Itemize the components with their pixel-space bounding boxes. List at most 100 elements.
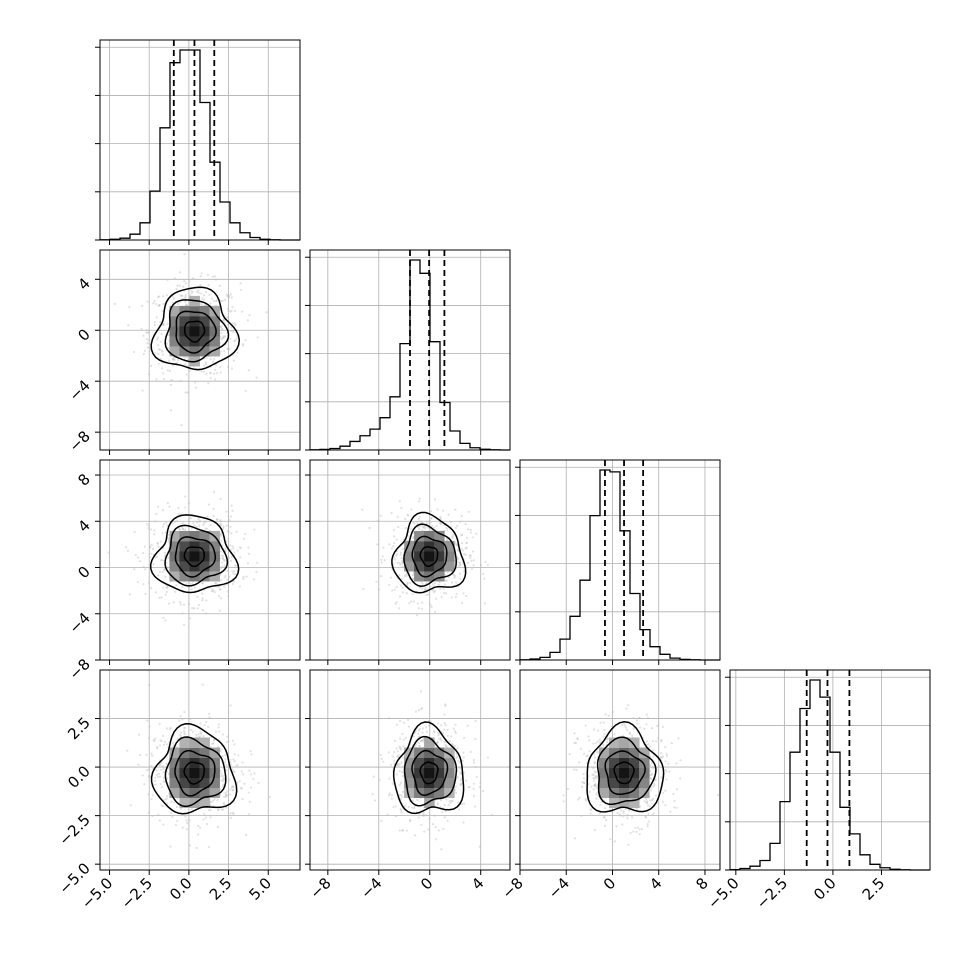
scatter-point <box>635 830 638 833</box>
joint-panel-2-0 <box>107 491 259 626</box>
scatter-point <box>380 558 383 561</box>
scatter-point <box>402 738 405 741</box>
scatter-point <box>227 595 230 598</box>
scatter-point <box>157 362 160 365</box>
scatter-point <box>175 519 179 523</box>
scatter-point <box>395 585 398 589</box>
scatter-point <box>216 518 219 521</box>
scatter-point <box>256 561 259 564</box>
scatter-point <box>217 726 220 729</box>
scatter-point <box>619 814 622 817</box>
scatter-point <box>166 586 169 589</box>
scatter-point <box>464 553 467 556</box>
joint-panel-1-0 <box>113 253 268 427</box>
scatter-point <box>660 751 663 755</box>
scatter-point <box>669 810 672 813</box>
scatter-point <box>675 806 678 810</box>
scatter-point <box>201 581 204 585</box>
scatter-point <box>566 787 570 791</box>
scatter-point <box>596 775 599 778</box>
scatter-point <box>219 520 222 523</box>
scatter-point <box>187 518 191 521</box>
scatter-point <box>223 349 226 353</box>
scatter-point <box>429 720 432 723</box>
scatter-point <box>183 528 187 531</box>
scatter-point <box>213 491 216 494</box>
scatter-point <box>189 517 193 520</box>
scatter-point <box>230 296 233 299</box>
scatter-point <box>238 585 242 588</box>
scatter-point <box>224 547 227 550</box>
scatter-point <box>176 745 179 749</box>
scatter-point <box>474 765 477 769</box>
scatter-point <box>158 304 161 307</box>
scatter-point <box>222 318 226 321</box>
density-cell <box>179 335 190 347</box>
scatter-point <box>231 811 234 814</box>
scatter-point <box>455 791 458 794</box>
density-cell <box>434 777 445 789</box>
scatter-point <box>239 546 243 549</box>
scatter-point <box>198 520 201 523</box>
scatter-point <box>209 816 212 819</box>
scatter-point <box>193 586 197 589</box>
density-cell <box>424 767 435 779</box>
scatter-point <box>147 527 150 530</box>
scatter-point <box>224 794 228 797</box>
scatter-point <box>400 557 403 560</box>
scatter-point <box>196 607 199 610</box>
scatter-point <box>221 557 225 560</box>
scatter-point <box>159 540 162 543</box>
scatter-point <box>462 821 465 824</box>
scatter-point <box>665 778 668 781</box>
scatter-point <box>204 612 208 615</box>
scatter-point <box>156 574 160 577</box>
scatter-point <box>194 381 197 384</box>
scatter-point <box>255 376 258 379</box>
scatter-point <box>238 546 241 549</box>
scatter-point <box>217 723 221 726</box>
scatter-point <box>155 512 158 515</box>
scatter-point <box>212 507 215 511</box>
scatter-point <box>182 603 186 606</box>
scatter-point <box>486 563 489 566</box>
scatter-point <box>427 593 430 596</box>
scatter-point <box>184 293 187 297</box>
scatter-point <box>455 542 458 546</box>
scatter-point <box>453 574 456 577</box>
scatter-point <box>404 517 407 520</box>
scatter-point <box>406 581 409 584</box>
scatter-point <box>234 564 237 567</box>
scatter-point <box>422 526 425 529</box>
scatter-point <box>393 558 396 561</box>
axis-ticks: −8 −4 0 4 8 <box>498 718 712 902</box>
scatter-point <box>221 565 224 568</box>
scatter-point <box>486 756 490 759</box>
scatter-point <box>432 588 435 591</box>
scatter-point <box>452 727 455 730</box>
scatter-point <box>166 322 169 326</box>
x-tick-label: −2.5 <box>753 874 791 912</box>
scatter-point <box>170 811 173 814</box>
joint-content <box>371 690 494 851</box>
scatter-point <box>161 372 165 375</box>
density-cell <box>444 747 455 759</box>
scatter-point <box>446 819 449 822</box>
scatter-point <box>433 730 436 734</box>
scatter-point <box>268 796 271 799</box>
scatter-point <box>160 596 163 599</box>
scatter-point <box>132 350 136 354</box>
density-cell <box>424 787 435 799</box>
scatter-point <box>204 291 208 294</box>
scatter-point <box>184 300 187 303</box>
scatter-point <box>157 353 160 356</box>
scatter-point <box>224 574 227 577</box>
scatter-point <box>167 359 171 362</box>
scatter-point <box>361 508 364 511</box>
scatter-point <box>146 300 149 303</box>
scatter-point <box>154 302 158 306</box>
scatter-point <box>603 807 607 810</box>
scatter-point <box>226 294 229 297</box>
scatter-point <box>452 533 455 536</box>
scatter-point <box>584 724 587 727</box>
